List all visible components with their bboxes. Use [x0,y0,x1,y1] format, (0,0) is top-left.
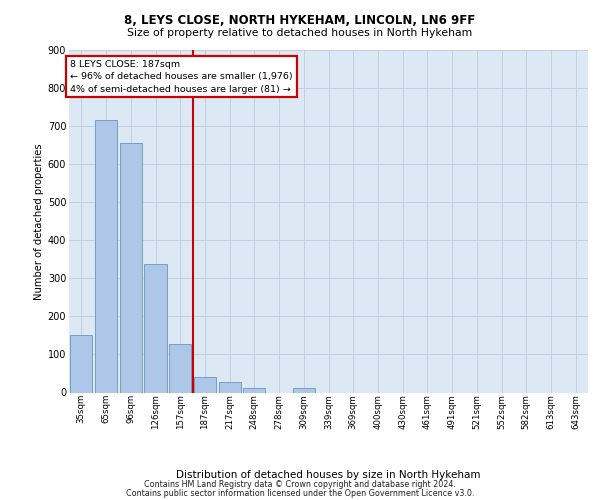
Y-axis label: Number of detached properties: Number of detached properties [34,143,44,300]
Bar [70,336,92,392]
Bar [293,388,315,392]
X-axis label: Distribution of detached houses by size in North Hykeham: Distribution of detached houses by size … [176,470,481,480]
Bar [119,143,142,392]
Bar [194,376,216,392]
Text: 8 LEYS CLOSE: 187sqm
← 96% of detached houses are smaller (1,976)
4% of semi-det: 8 LEYS CLOSE: 187sqm ← 96% of detached h… [70,60,293,94]
Bar [243,388,265,392]
Bar [145,264,167,392]
Text: Contains HM Land Registry data © Crown copyright and database right 2024.: Contains HM Land Registry data © Crown c… [144,480,456,489]
Text: Size of property relative to detached houses in North Hykeham: Size of property relative to detached ho… [127,28,473,38]
Bar [95,120,117,392]
Bar [218,382,241,392]
Text: 8, LEYS CLOSE, NORTH HYKEHAM, LINCOLN, LN6 9FF: 8, LEYS CLOSE, NORTH HYKEHAM, LINCOLN, L… [124,14,476,27]
Bar [169,344,191,393]
Text: Contains public sector information licensed under the Open Government Licence v3: Contains public sector information licen… [126,488,474,498]
